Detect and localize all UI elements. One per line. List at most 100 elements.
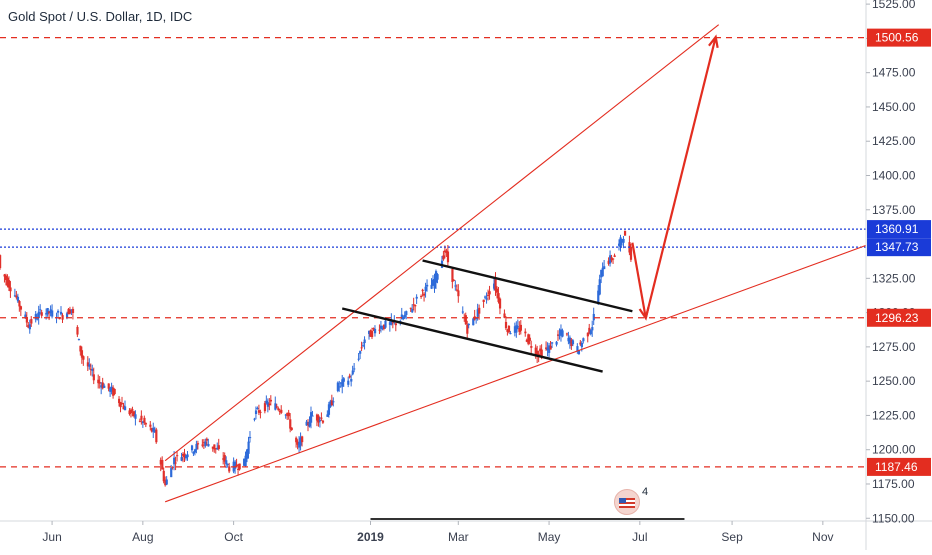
candle-down [478,307,481,314]
candle-down [79,345,82,352]
channel-bottom-line [341,307,603,373]
candle-down [223,455,226,462]
candle-down [4,275,8,281]
candle-up [357,358,360,360]
level-price-label: 1360.91 [875,222,919,236]
candle-down [9,287,12,292]
candle-down [131,409,134,411]
candle-up [225,460,228,465]
candle-down [372,328,375,330]
candle-up [622,238,625,243]
candle-up [411,308,414,313]
candle-down [129,409,133,414]
candle-down [518,327,521,332]
candle-up [619,237,622,247]
candle-up [351,370,354,375]
candle-up [341,379,344,387]
candle-up [454,285,457,287]
candle-down [307,423,310,425]
candle-down [238,463,241,470]
target-arrow [644,36,717,319]
candle-up [433,278,436,289]
candle-up [246,449,249,459]
candle-up [70,309,73,311]
candle-down [330,400,334,406]
candle-up [254,410,258,415]
candle-up [318,419,322,422]
candle-down [113,388,116,395]
candle-up [601,267,604,277]
candle-up [16,296,20,302]
candle-up [576,346,579,352]
candle-up [617,243,621,246]
y-tick-label: 1175.00 [872,477,915,491]
candle-up [436,274,439,280]
candle-down [58,317,61,320]
candle-down [263,403,267,412]
candle-down [586,332,589,337]
candle-down [82,356,85,360]
candle-down [269,399,273,402]
x-tick-label: Mar [448,530,469,544]
candle-down [507,325,511,333]
candle-down [545,347,548,350]
candle-up [207,443,210,447]
candle-up [332,401,335,403]
candle-down [466,324,469,334]
level-price-label: 1347.73 [875,240,919,254]
candle-up [326,414,329,417]
candle-up [363,339,366,344]
candle-down [579,342,582,345]
level-price-badge [867,457,931,476]
candle-down [506,329,509,332]
candle-down [540,349,543,357]
candle-down [530,346,533,348]
candle-up [65,313,69,318]
events-flag-icon[interactable]: 4 [614,486,648,515]
candle-up [381,328,384,330]
candle-down [15,295,18,298]
candle-down [132,411,136,417]
y-tick-label: 1375.00 [872,203,916,217]
candle-down [138,420,142,422]
candle-down [149,424,152,427]
candle-up [243,458,246,466]
candle-up [24,314,27,318]
candle-up [384,320,387,328]
candle-up [558,334,561,336]
candle-up [577,350,581,355]
candle-down [588,327,591,334]
us-flag-icon [619,498,635,508]
candle-down [519,324,522,331]
y-tick-label: 1425.00 [872,134,916,148]
candle-up [379,325,383,329]
candle-down [211,446,214,449]
candle-up [338,386,341,388]
candle-up [567,337,570,342]
candle-down [503,313,506,318]
candle-down [89,368,92,370]
chart-title: Gold Spot / U.S. Dollar, 1D, IDC [8,9,193,24]
x-tick-label: Aug [132,530,153,544]
candle-down [155,429,158,443]
candle-up [308,421,311,427]
candle-down [421,289,424,292]
candle-up [190,445,194,451]
candle-up [390,319,393,325]
candle-down [48,311,51,314]
level-price-label: 1296.23 [875,311,919,325]
candle-down [97,379,100,384]
candle-up [284,414,287,416]
y-tick-label: 1275.00 [872,340,916,354]
candle-down [455,289,459,291]
candle-up [37,311,40,319]
candle-up [484,296,487,298]
candle-down [119,402,122,408]
candle-up [60,311,63,315]
candle-up [339,382,342,384]
candle-down [268,403,271,406]
x-tick-label: Sep [721,530,743,544]
candle-down [409,307,412,309]
